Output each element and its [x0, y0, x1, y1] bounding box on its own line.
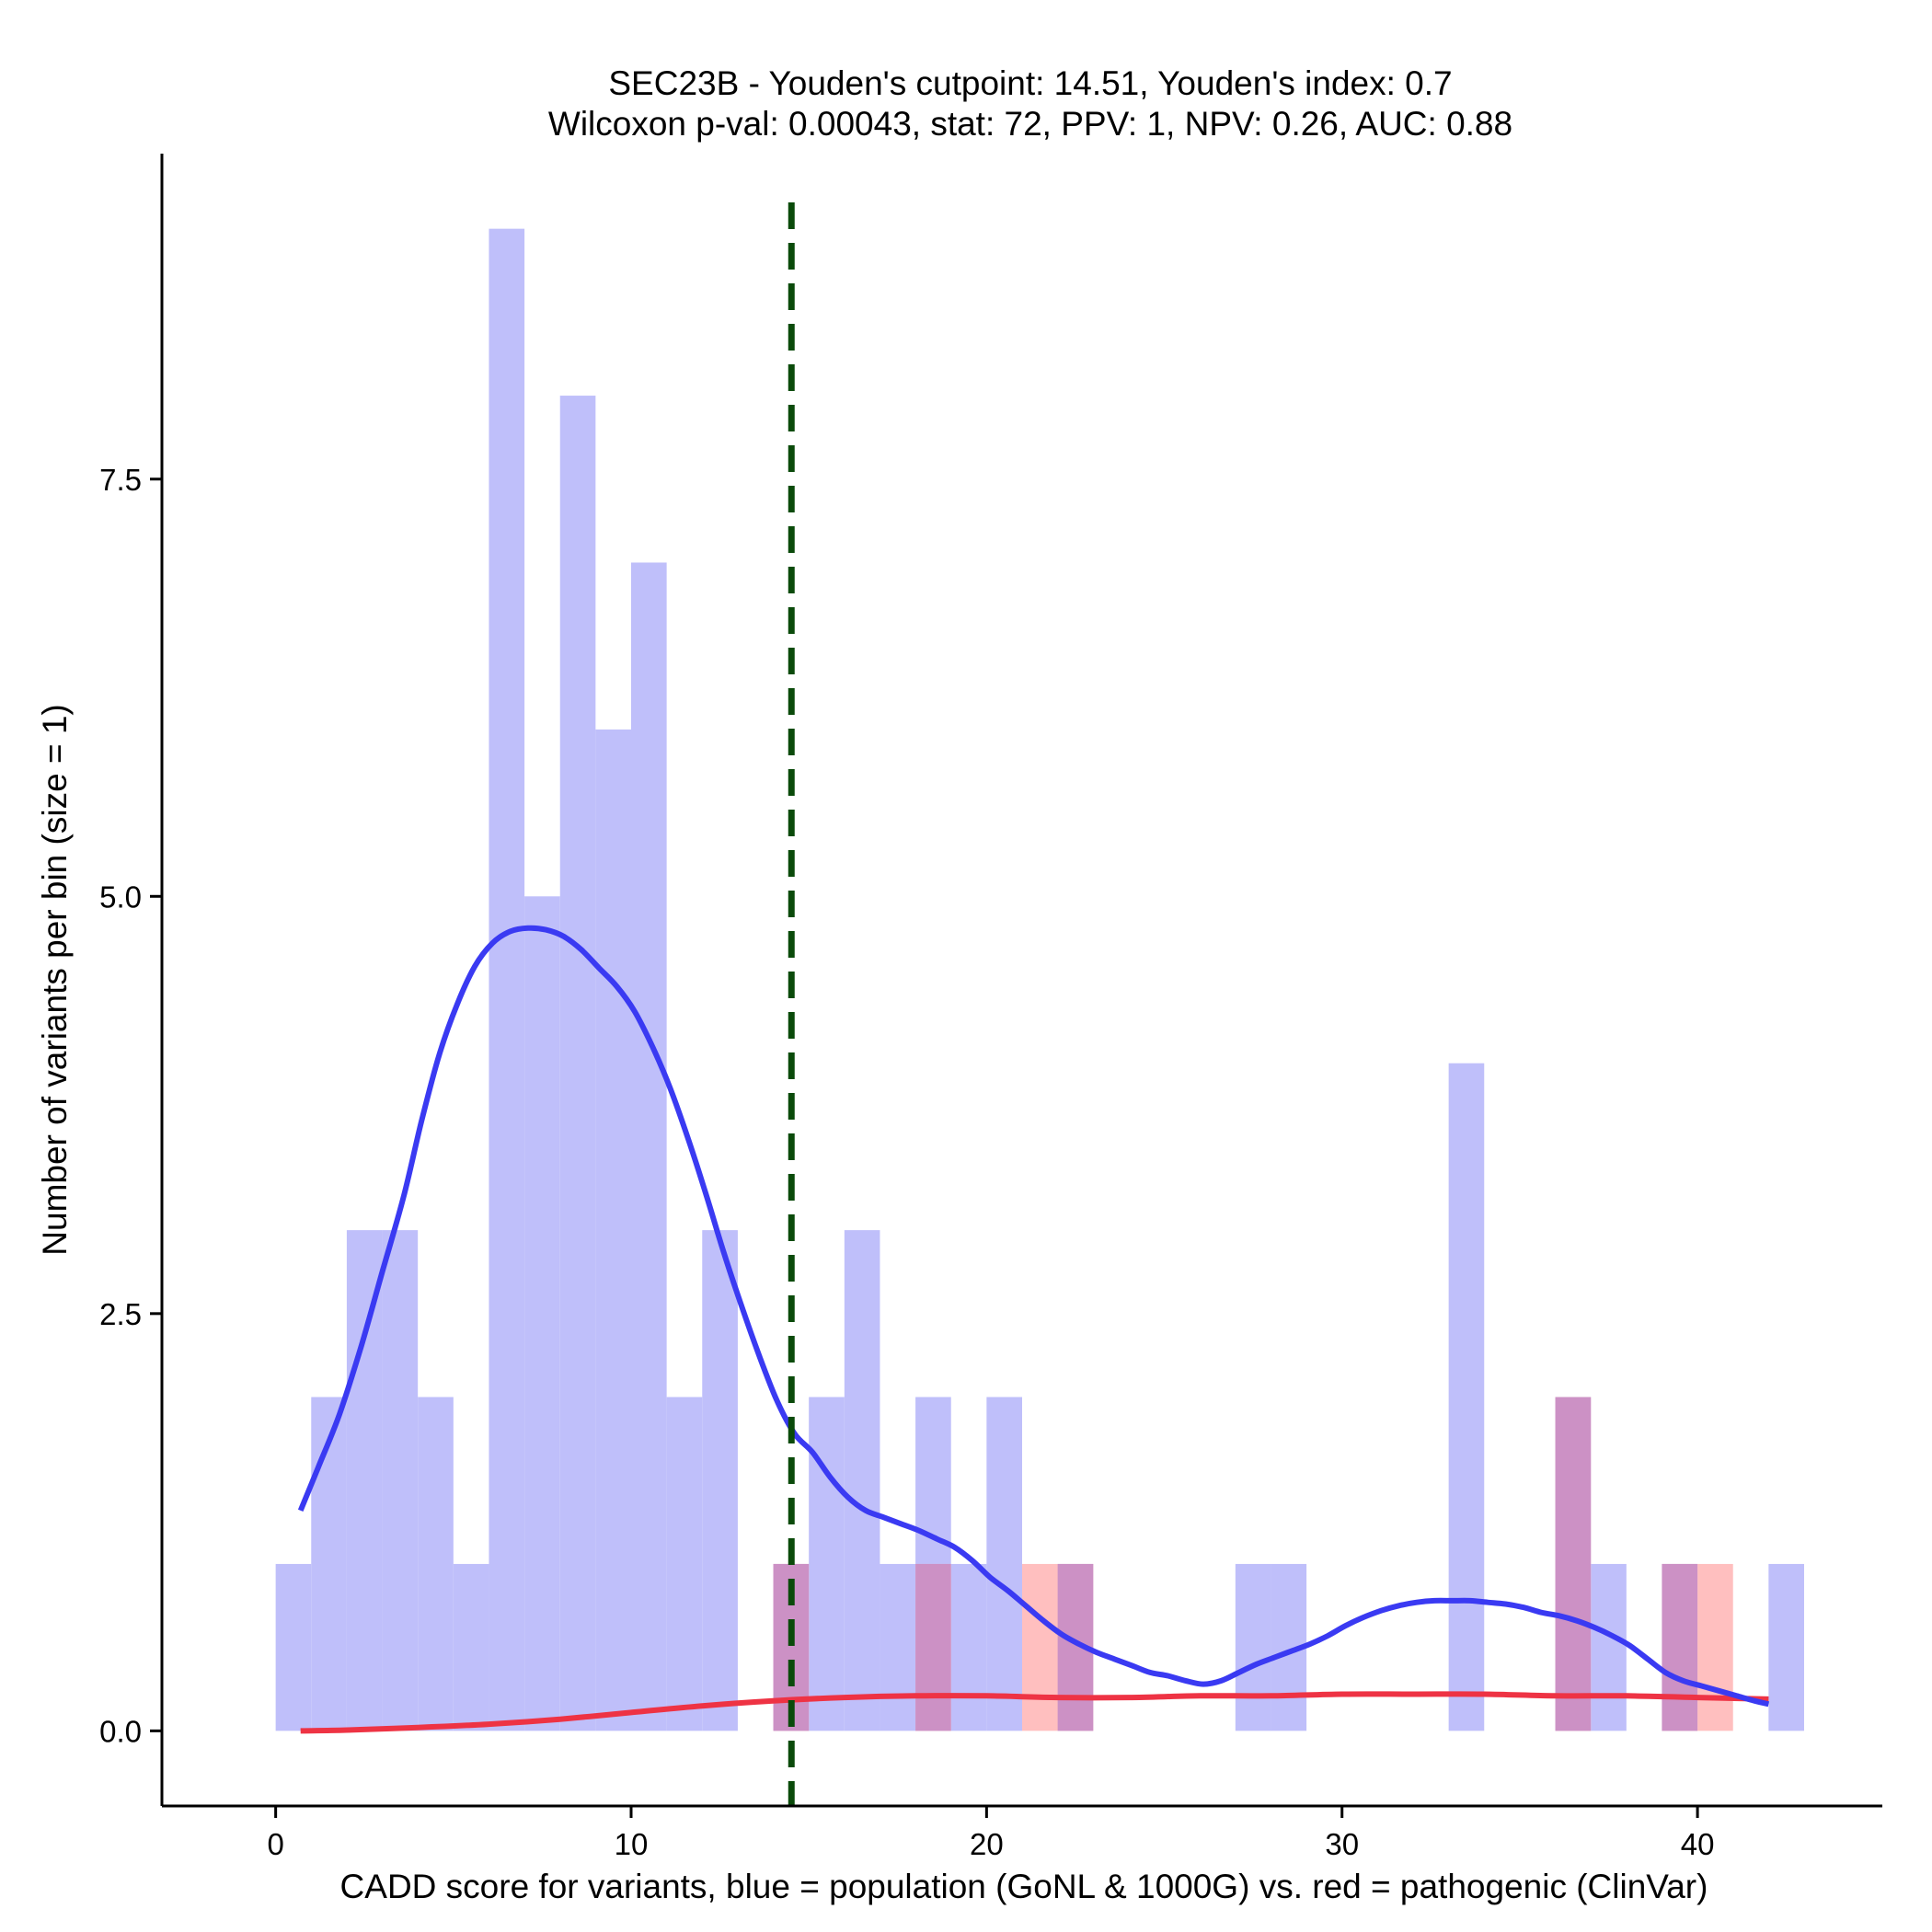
population-bar	[631, 562, 667, 1731]
y-tick-label: 2.5	[99, 1297, 142, 1331]
population-bar	[880, 1563, 916, 1731]
population-bar	[489, 228, 525, 1731]
population-bar	[666, 1397, 703, 1731]
population-bar	[275, 1563, 312, 1731]
x-tick-label: 40	[1681, 1827, 1715, 1861]
population-bar	[595, 729, 631, 1731]
y-axis-ticks: 0.0 2.5 5.0 7.5	[99, 463, 162, 1748]
population-bar	[382, 1230, 419, 1731]
overlap-bars	[773, 1397, 1698, 1731]
x-tick-label: 10	[615, 1827, 649, 1861]
overlap-bar	[915, 1563, 951, 1731]
population-bar	[524, 896, 560, 1731]
population-bar	[346, 1230, 383, 1731]
population-bar	[311, 1397, 347, 1731]
population-bar	[986, 1397, 1022, 1731]
y-tick-label: 5.0	[99, 880, 142, 914]
y-tick-label: 7.5	[99, 463, 142, 497]
y-axis-label: Number of variants per bin (size = 1)	[36, 704, 74, 1255]
chart-title-line1: SEC23B - Youden's cutpoint: 14.51, Youde…	[608, 64, 1452, 102]
population-density-line	[297, 925, 1770, 1708]
overlap-bar	[1555, 1397, 1592, 1731]
population-bar	[418, 1397, 454, 1731]
pathogenic-density-line	[300, 1691, 1769, 1734]
population-bar	[702, 1230, 738, 1731]
population-bar	[453, 1563, 489, 1731]
x-tick-label: 0	[267, 1827, 283, 1861]
population-bar	[1591, 1563, 1627, 1731]
pathogenic-bar	[1697, 1563, 1733, 1731]
pathogenic-bar	[1022, 1563, 1058, 1731]
overlap-bar	[1662, 1563, 1698, 1731]
population-bar	[950, 1563, 987, 1731]
population-bar	[1235, 1563, 1271, 1731]
x-tick-label: 20	[970, 1827, 1004, 1861]
x-axis-label: CADD score for variants, blue = populati…	[340, 1868, 1708, 1905]
population-bar	[809, 1397, 845, 1731]
population-bar	[1448, 1063, 1485, 1731]
x-tick-label: 30	[1325, 1827, 1359, 1861]
population-bar	[1768, 1563, 1804, 1731]
chart-title-line2: Wilcoxon p-val: 0.00043, stat: 72, PPV: …	[548, 105, 1512, 143]
x-axis-ticks: 0 10 20 30 40	[267, 1806, 1714, 1861]
population-bar	[559, 396, 596, 1731]
population-bar	[844, 1230, 880, 1731]
y-tick-label: 0.0	[99, 1714, 142, 1748]
